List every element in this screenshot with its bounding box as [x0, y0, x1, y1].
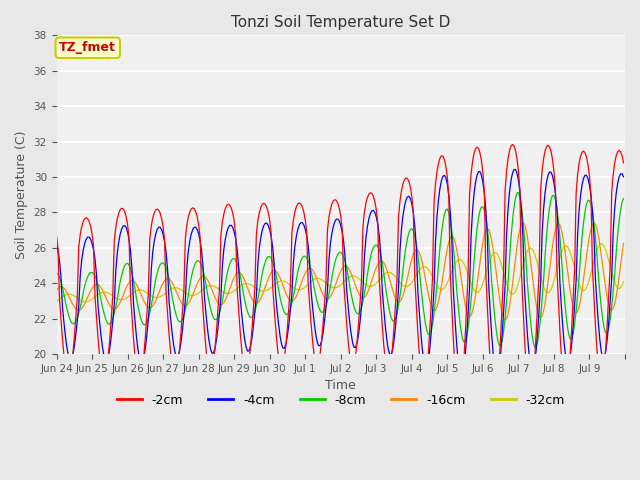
Y-axis label: Soil Temperature (C): Soil Temperature (C)	[15, 131, 28, 259]
X-axis label: Time: Time	[325, 379, 356, 393]
Title: Tonzi Soil Temperature Set D: Tonzi Soil Temperature Set D	[231, 15, 451, 30]
Text: TZ_fmet: TZ_fmet	[60, 41, 116, 54]
Legend: -2cm, -4cm, -8cm, -16cm, -32cm: -2cm, -4cm, -8cm, -16cm, -32cm	[111, 389, 570, 412]
